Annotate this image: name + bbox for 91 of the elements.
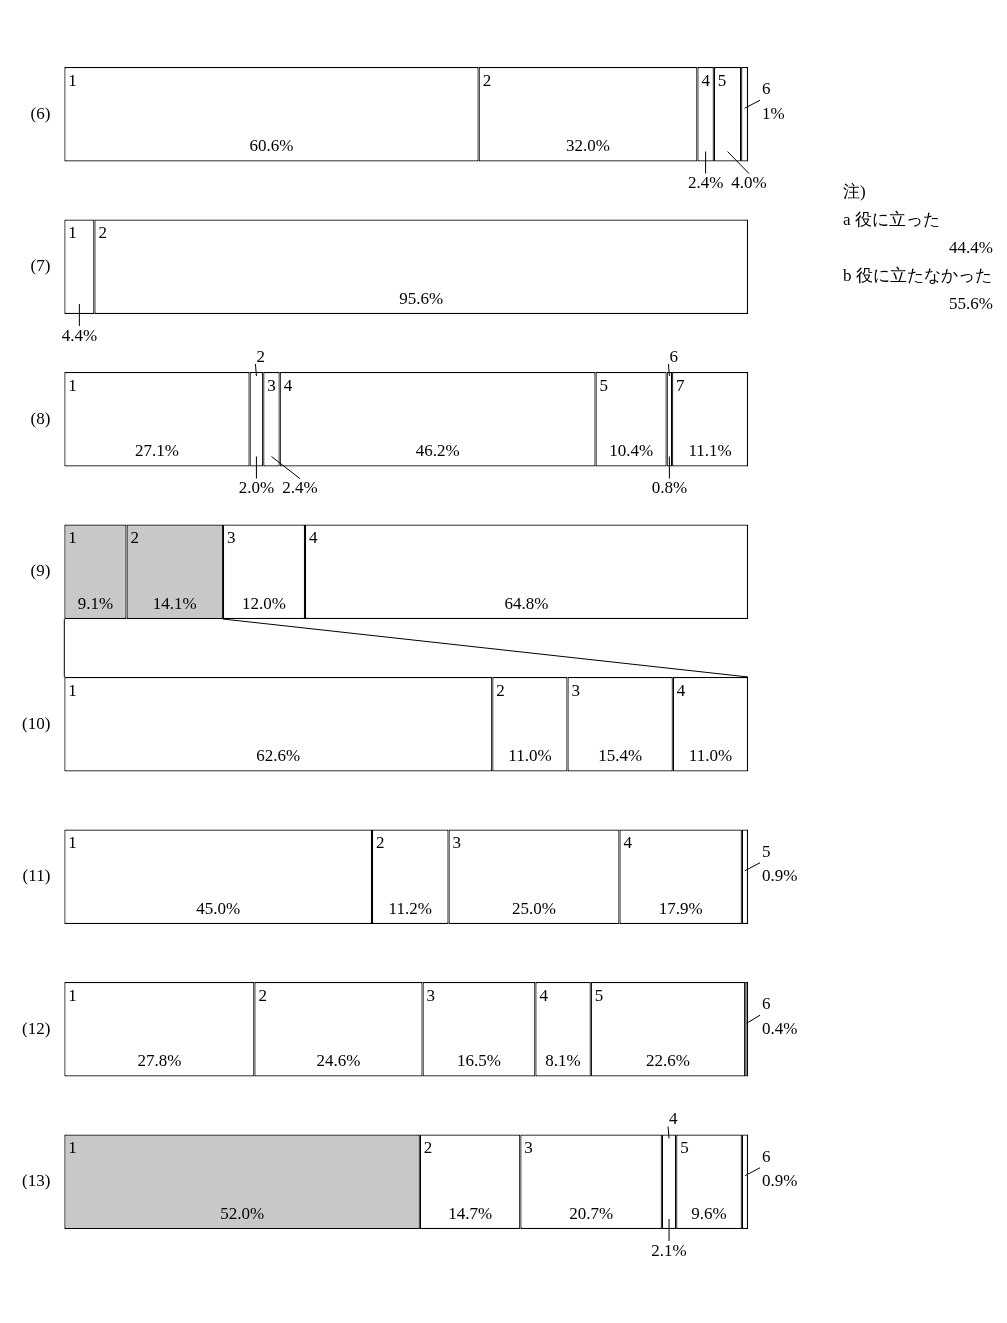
text: 3 [426,985,436,1005]
data-label: 20.7% [569,1203,614,1223]
data-label: 0.9% [762,1171,798,1191]
data-label: 25.0% [512,898,556,918]
text: 5 [594,985,604,1005]
data-label: 62.6% [256,746,301,766]
y-tick-label: (9) [30,561,51,581]
y-tick-label: (10) [21,713,51,733]
text: a 役に立った [843,209,941,231]
data-label: 2.4% [282,478,318,498]
data-label: 2.0% [238,478,275,498]
series-label: 3 [267,375,276,395]
text: 44.4% [948,237,993,259]
data-label: 2.4% [687,173,724,193]
data-label: 9.1% [77,593,114,613]
y-tick-label: (8) [30,408,51,428]
data-label: 11.1% [688,441,732,461]
text: 5 [680,1138,689,1158]
text: 4 [308,528,318,548]
data-label: 27.1% [135,441,179,461]
series-label: 5 [717,70,727,90]
y-tick-label: (6) [30,103,51,123]
text: 注) [843,181,867,203]
text: 3 [524,1138,533,1158]
data-label: 0.9% [762,866,798,886]
text: 5 [599,375,609,395]
data-label: 2.1% [651,1240,687,1260]
data-label: 95.6% [399,288,444,308]
series-label: 2 [482,70,492,90]
data-label: 0.8% [651,478,688,498]
text: 6 [762,1146,771,1166]
y-tick-label: (12) [21,1018,51,1038]
series-label: 6 [669,346,678,366]
text: 4 [539,985,548,1005]
text: 3 [571,680,581,700]
text: 3 [226,528,236,548]
data-label: 22.6% [646,1051,690,1071]
text: 2 [256,346,265,366]
data-label: 32.0% [566,136,610,156]
text: 2 [375,833,385,853]
text: 1 [68,1138,77,1158]
data-label: 12.0% [242,593,286,613]
data-label: 4.0% [731,173,767,193]
y-tick-label: (7) [30,256,51,276]
text: 4 [669,1109,678,1129]
data-label: 24.6% [316,1051,361,1071]
data-label: 60.6% [249,136,294,156]
data-label: 17.9% [658,898,703,918]
text: b 役に立たなかった [843,265,993,287]
text: 1 [68,375,77,395]
data-label: 14.1% [152,593,197,613]
data-label: 11.2% [388,898,432,918]
text: 2 [258,985,267,1005]
text: 3 [452,833,462,853]
text: 2 [496,680,505,700]
text: 4 [283,375,293,395]
data-label: 52.0% [220,1203,265,1223]
text: 6 [762,79,771,99]
series-label: 4 [701,70,711,90]
data-label: 8.1% [545,1051,581,1071]
text: 2 [130,528,140,548]
text: 2 [423,1138,433,1158]
text: 1 [68,528,77,548]
y-tick-label: (11) [22,866,51,886]
data-label: 11.0% [508,746,552,766]
data-label: 45.0% [196,898,241,918]
text: 2 [98,223,107,243]
text: 55.6% [948,293,993,315]
text: 1 [68,680,77,700]
text: 1 [68,833,77,853]
data-label: 46.2% [415,441,460,461]
data-label: 0.4% [762,1018,798,1038]
series-label: 1 [68,70,77,90]
data-label: 10.4% [609,441,654,461]
data-label: 9.6% [691,1203,727,1223]
series-label: 7 [676,375,686,395]
data-label: 11.0% [688,746,733,766]
data-label: 64.8% [504,593,549,613]
text: 5 [762,841,771,861]
text: 4 [623,833,632,853]
text: 6 [762,994,771,1014]
data-label: 16.5% [457,1051,501,1071]
data-label: 27.8% [137,1051,182,1071]
text: 1 [68,223,77,243]
data-label: 14.7% [448,1203,493,1223]
data-label: 1% [762,103,785,123]
y-tick-label: (13) [21,1171,51,1191]
data-label: 4.4% [61,325,98,345]
text: 4 [676,680,686,700]
text: 1 [68,985,77,1005]
data-label: 15.4% [598,746,643,766]
